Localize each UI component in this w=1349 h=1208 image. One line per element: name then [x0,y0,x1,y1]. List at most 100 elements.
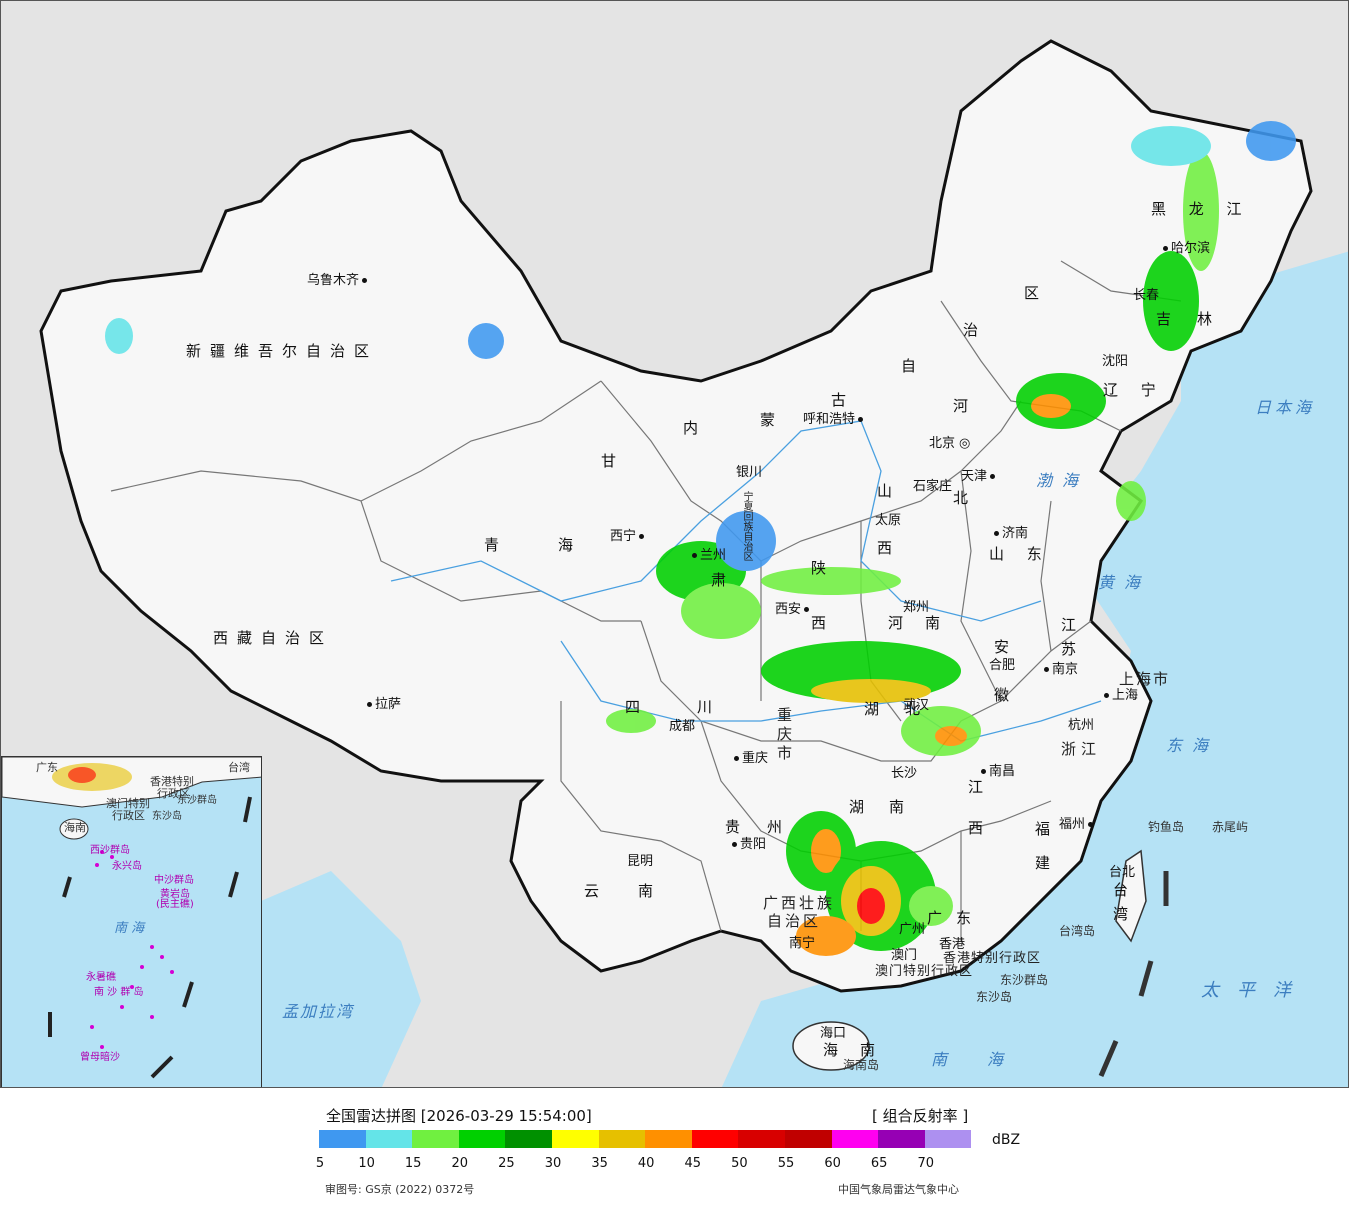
province-liaoning: 辽 宁 [1103,381,1165,399]
scale-swatch [924,1130,972,1148]
inset-hainan: 海南 [64,821,86,834]
scale-tick: 15 [404,1156,422,1171]
province-hunan: 南 [889,798,914,816]
province-guangxi: 自治区 [767,912,822,930]
color-scale [319,1130,972,1148]
sea-japan: 日本海 [1255,398,1316,417]
scale-tick: 55 [777,1156,795,1171]
inset-taiwan: 台湾 [228,761,250,774]
inset-zengmu: 曾母暗沙 [80,1052,120,1063]
city-hefei: 合肥 [989,658,1016,673]
inset-hk2: 行政区 [157,787,190,800]
province-neimenggu: 古 [831,391,856,409]
island-dongsha-dao: 东沙岛 [976,990,1013,1004]
province-hunan: 湖 [849,798,874,816]
legend-footer: 全国雷达拼图 [2026-03-29 15:54:00] [ 组合反射率 ] d… [0,1088,1349,1208]
rivers [390,420,1102,742]
province-jiangxi: 西 [968,819,993,837]
province-sichuan: 四 [625,698,650,716]
city-nanning: 南宁 [789,936,816,951]
inset-yongxing: 永兴岛 [112,861,142,872]
city-guangzhou: 广州 [899,922,926,937]
province-hainan: 南 [860,1041,885,1059]
scale-swatch [738,1130,785,1148]
map-base [39,39,1348,1087]
province-guizhou: 贵 [725,818,750,836]
city-nanjing: 南京 [1041,658,1078,677]
city-macau: 澳门 [891,948,918,963]
inset-nanhai: 南 海 [114,921,145,936]
province-shandong: 山 东 [989,545,1051,563]
scale-tick: 25 [498,1156,515,1171]
province-heilongjiang: 黑 龙 江 [1151,200,1251,218]
city-tianjin: 天津 [961,465,998,484]
china-land [39,39,1313,993]
inset-mo2: 行政区 [112,809,145,822]
scale-tick: 60 [824,1156,841,1171]
scale-swatch [365,1130,413,1148]
city-beijing: 北京 ◎ [929,436,971,451]
province-yunnan: 南 [638,882,663,900]
province-gansu: 甘 [601,452,626,470]
province-yunnan: 云 [584,882,609,900]
city-chengdu: 成都 [669,719,696,734]
city-shenyang: 沈阳 [1102,354,1129,369]
city-fuzhou: 福州 [1059,813,1096,832]
inset-huangyan: 黄岩岛 [160,889,190,900]
hainan-island [792,1021,870,1071]
sea-nanhai: 南海 [931,1050,1044,1069]
scale-tick: 30 [544,1156,562,1171]
island-chiwei: 赤尾屿 [1212,820,1249,834]
mosaic-title: 全国雷达拼图 [2026-03-29 15:54:00] [326,1107,592,1125]
city-zhengzhou: 郑州 [903,600,930,615]
province-neimenggu: 区 [1024,284,1049,302]
sea-bengal [261,871,421,1087]
inset-xisha: 西沙群岛 [90,845,130,856]
province-anhui: 安 [994,638,1019,656]
label-hk-sar: 香港特别行政区 [943,951,1042,966]
source-label: 中国气象局雷达气象中心 [838,1183,959,1196]
province-neimenggu: 内 [683,419,708,437]
label-macau-sar: 澳门特别行政区 [875,964,974,979]
inset-dongsha2: 东沙岛 [152,811,182,822]
city-xining: 西宁 [610,525,647,544]
city-hongkong: 香港 [939,937,966,952]
scale-swatch [784,1130,832,1148]
province-guangxi: 广西壮族 [763,894,836,912]
city-hohhot: 呼和浩特 [803,408,866,427]
city-jinan: 济南 [991,522,1028,541]
province-jilin: 吉 [1156,310,1181,328]
city-urumqi: 乌鲁木齐 [307,269,370,288]
radar-map: 新疆维吾尔自治区 西藏自治区 青 海 甘 肃 内 蒙 古 自 治 区 黑 龙 江… [0,0,1349,1088]
inset-guangdong: 广东 [36,761,58,774]
inset-mo: 澳门特别 [106,797,150,810]
review-number: 审图号: GS京 (2022) 0372号 [325,1183,475,1196]
province-jiangsu: 苏 [1061,640,1086,658]
south-china-sea-inset: 香港特别 行政区 澳门特别 行政区 东沙群岛 东沙岛 台湾 海南 西沙群岛 永兴… [1,756,262,1087]
city-nanchang: 南昌 [978,760,1015,779]
province-fujian: 福 [1035,820,1060,838]
city-chongqing: 重庆 [731,747,768,766]
scale-swatch [691,1130,739,1148]
city-kunming: 昆明 [627,854,654,869]
city-yinchuan: 银川 [736,465,763,480]
island-hainan: 海南岛 [843,1058,880,1072]
province-xizang: 西藏自治区 [213,629,334,647]
sea-pacific: 太平洋 [1201,980,1309,1001]
province-chongqing: 重庆市 [775,707,793,764]
sea-bengal: 孟加拉湾 [282,1002,355,1021]
scale-tick: 5 [315,1156,325,1171]
scale-tick: 20 [451,1156,469,1171]
city-harbin: 哈尔滨 [1160,237,1210,256]
scale-swatch [505,1130,552,1148]
inset-nansha: 南 沙 群 岛 [94,987,144,998]
city-shijiazhuang: 石家庄 [913,479,953,494]
province-gansu: 肃 [711,571,736,589]
province-zhejiang: 浙江 [1061,740,1102,758]
province-taiwan: 湾 [1113,905,1138,923]
city-haikou: 海口 [820,1026,847,1041]
province-hebei: 河 [953,397,978,415]
island-taiwan: 台湾岛 [1059,924,1096,938]
city-guiyang: 贵阳 [729,833,766,852]
city-changchun: 长春 [1133,288,1160,303]
